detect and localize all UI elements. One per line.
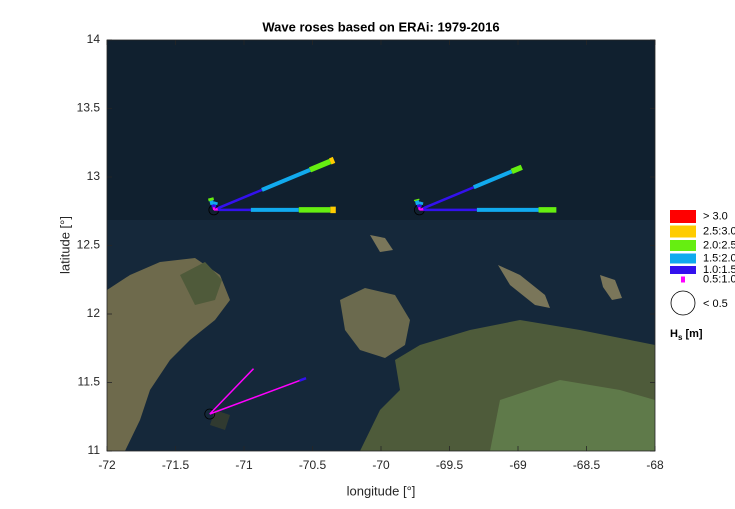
y-tick-label: 11.5 [78, 375, 101, 389]
petal-segment [328, 156, 336, 165]
legend-swatch [681, 276, 685, 283]
x-axis-label: longitude [°] [347, 483, 416, 498]
petal-segment [213, 207, 216, 211]
y-tick-label: 13.5 [77, 101, 101, 115]
petal-segment [209, 368, 255, 415]
petal-segment [213, 204, 217, 208]
legend-label: 2.0:2.5 [703, 239, 735, 251]
petal-segment [510, 164, 523, 174]
x-tick-label: -70.5 [299, 458, 327, 472]
x-tick-label: -68.5 [573, 458, 601, 472]
legend-title-sub: s [678, 333, 683, 342]
legend-swatch [670, 266, 696, 274]
legend-swatch [670, 210, 696, 223]
legend-calm [670, 290, 696, 316]
legend-label: 2.5:3.0 [703, 225, 735, 237]
x-tick-label: -72 [98, 458, 116, 472]
calm-circle [204, 408, 216, 420]
petal-segment [208, 197, 215, 202]
legend-title-rest: [m] [682, 328, 703, 340]
legend-label: 1.0:1.5 [703, 264, 735, 276]
legend-title: Hs [m] [670, 328, 703, 342]
chart-title: Wave roses based on ERAi: 1979-2016 [262, 19, 499, 34]
legend-swatch [670, 240, 696, 251]
map-background [107, 40, 655, 451]
x-tick-label: -69 [509, 458, 527, 472]
petal-segment [418, 204, 422, 208]
y-tick-label: 12.5 [77, 238, 101, 252]
legend-label: 0.5:1.0 [703, 273, 735, 285]
petal-segment [414, 200, 420, 206]
legend-swatch [670, 225, 696, 238]
x-tick-label: -71.5 [162, 458, 190, 472]
petal-segment [416, 204, 420, 208]
legend-label: 1.5:2.0 [703, 252, 735, 264]
y-axis-label: latitude [°] [57, 216, 72, 274]
petal-segment [213, 201, 218, 206]
y-tick-label: 13 [87, 169, 101, 183]
x-tick-label: -70 [372, 458, 390, 472]
petal-segment [217, 188, 263, 210]
petal-segment [308, 158, 332, 173]
x-tick-label: -69.5 [436, 458, 464, 472]
legend-swatch [670, 253, 696, 264]
petal-segment [422, 186, 475, 210]
x-tick-label: -71 [235, 458, 253, 472]
y-tick-label: 11 [88, 443, 101, 457]
plot-area [204, 156, 557, 420]
x-tick-label: -68 [646, 458, 664, 472]
petal-segment [261, 168, 311, 192]
petal-segment [472, 169, 513, 190]
legend-title-main: H [670, 328, 678, 340]
petal-segment [418, 201, 424, 206]
petal-segment [299, 377, 307, 382]
petal-segment [209, 200, 215, 206]
y-tick-label: 12 [87, 306, 101, 320]
legend-label: > 3.0 [703, 210, 728, 222]
y-tick-label: 14 [87, 32, 101, 46]
petal-segment [211, 204, 215, 208]
petal-segment [209, 379, 300, 415]
legend-calm-label: < 0.5 [703, 298, 728, 310]
petal-segment [418, 207, 421, 211]
